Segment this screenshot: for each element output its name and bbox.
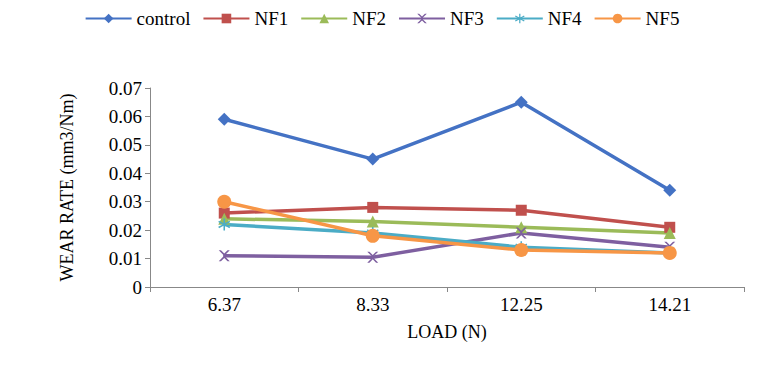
svg-text:0.02: 0.02 [109,220,142,241]
svg-text:0.03: 0.03 [109,191,142,212]
svg-text:0.06: 0.06 [109,106,142,127]
svg-text:6.37: 6.37 [208,294,241,315]
svg-text:LOAD (N): LOAD (N) [407,322,486,343]
svg-text:0.04: 0.04 [109,163,143,184]
svg-text:0.05: 0.05 [109,134,142,155]
svg-text:NF5: NF5 [646,8,680,29]
svg-text:14.21: 14.21 [648,294,691,315]
svg-text:0.07: 0.07 [109,78,142,99]
svg-text:0: 0 [133,277,143,298]
svg-text:NF2: NF2 [352,8,386,29]
svg-text:12.25: 12.25 [500,294,543,315]
svg-text:NF3: NF3 [450,8,484,29]
svg-text:NF4: NF4 [548,8,582,29]
svg-text:8.33: 8.33 [356,294,389,315]
svg-text:0.01: 0.01 [109,248,142,269]
svg-text:WEAR RATE (mm3/Nm): WEAR RATE (mm3/Nm) [57,94,78,282]
svg-text:NF1: NF1 [254,8,288,29]
svg-text:control: control [137,8,191,29]
